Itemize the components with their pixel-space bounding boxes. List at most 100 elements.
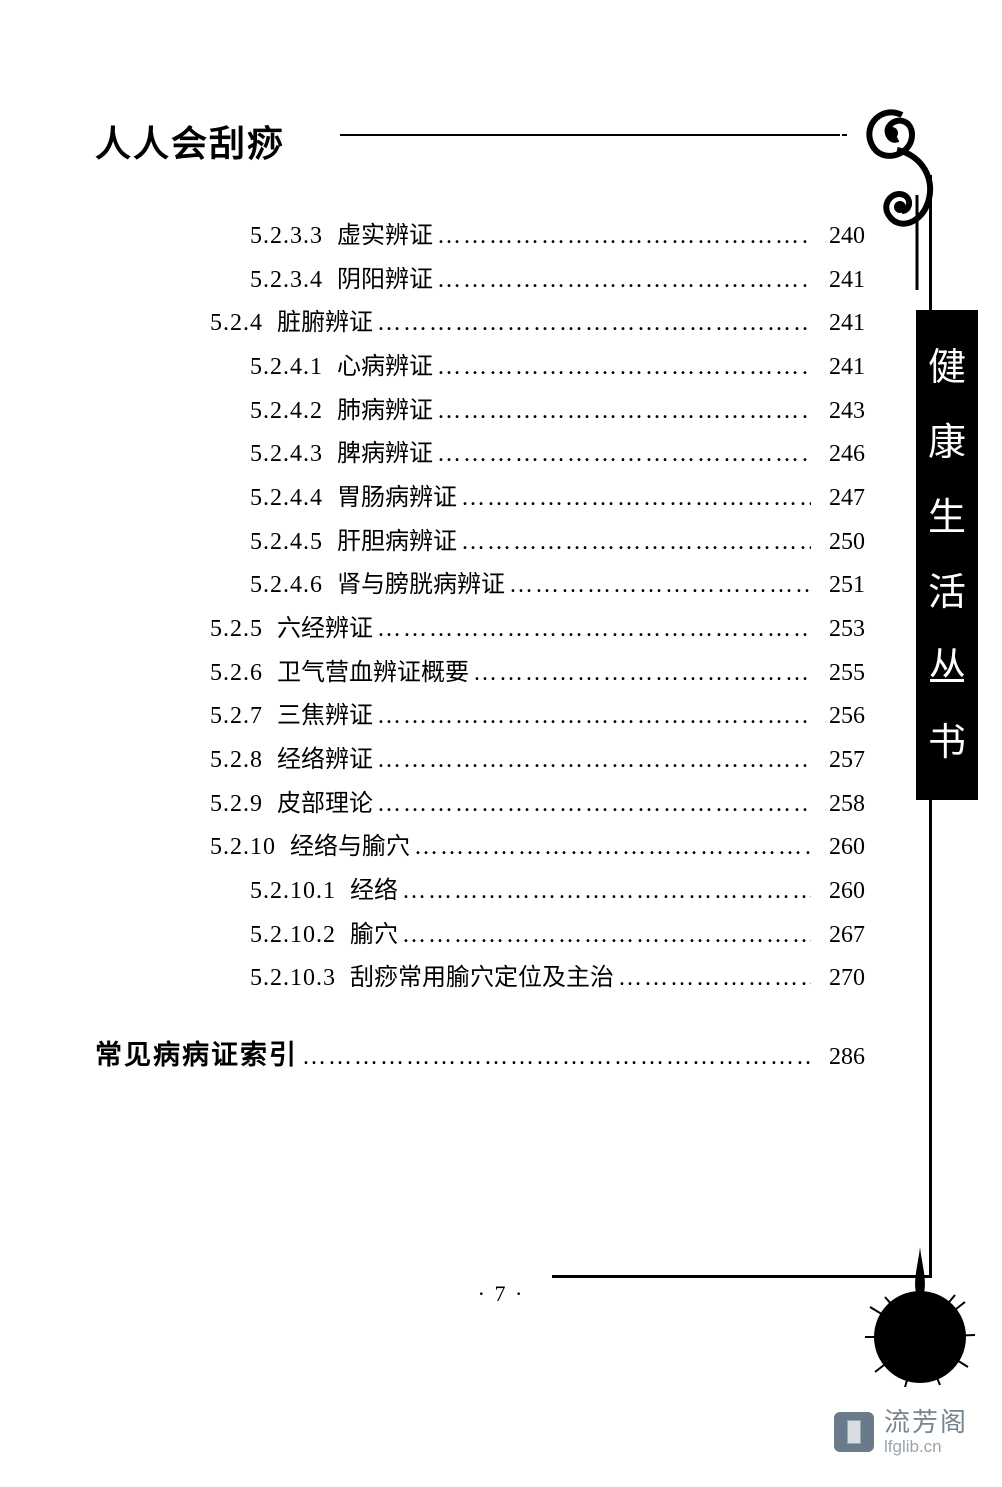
- toc-page: 250: [819, 521, 865, 565]
- toc-page: 246: [819, 433, 865, 477]
- toc-label: 肝胆病辨证: [337, 521, 457, 565]
- toc-page: 256: [819, 695, 865, 739]
- toc-label: 经络辨证: [277, 739, 373, 783]
- toc-entry: 5.2.7三焦辨证……………………………………………………………………………………: [95, 695, 865, 739]
- toc-leader: ……………………………………………………………………………………………………………: [302, 1036, 811, 1080]
- toc-entry: 5.2.9 皮部理论……………………………………………………………………………………: [95, 783, 865, 827]
- toc-number: 5.2.4.4: [250, 477, 323, 521]
- toc-entry: 5.2.4.5肝胆病辨证……………………………………………………………………………: [95, 521, 865, 565]
- watermark: 流芳阁 lfglib.cn: [834, 1408, 968, 1457]
- toc-label: 卫气营血辨证概要: [277, 652, 469, 696]
- watermark-name: 流芳阁: [884, 1408, 968, 1438]
- toc-entry: 常见病病证索引…………………………………………………………………………………………: [95, 1031, 865, 1080]
- toc-label: 常见病病证索引: [95, 1031, 298, 1080]
- watermark-url: lfglib.cn: [884, 1437, 968, 1457]
- toc-page: 251: [819, 564, 865, 608]
- toc-label: 心病辨证: [337, 346, 433, 390]
- toc-page: 247: [819, 477, 865, 521]
- toc-entry: 5.2.3.4阴阳辨证………………………………………………………………………………: [95, 259, 865, 303]
- toc-entry: 5.2.4.6肾与膀胱病辨证………………………………………………………………………: [95, 564, 865, 608]
- toc-entry: 5.2.4.4 胃肠病辨证……………………………………………………………………………: [95, 477, 865, 521]
- toc-number: 5.2.4.2: [250, 390, 323, 434]
- toc-leader: ……………………………………………………………………………………………………………: [461, 477, 811, 521]
- toc-leader: ……………………………………………………………………………………………………………: [377, 608, 811, 652]
- toc-leader: ……………………………………………………………………………………………………………: [618, 957, 811, 1001]
- toc-number: 5.2.8: [210, 739, 263, 783]
- toc-leader: ……………………………………………………………………………………………………………: [437, 346, 811, 390]
- toc-label: 皮部理论: [277, 783, 373, 827]
- banner-char: 丛: [928, 649, 966, 687]
- toc-entry: 5.2.4.2 肺病辨证………………………………………………………………………………: [95, 390, 865, 434]
- toc-entry: 5.2.4.1 心病辨证………………………………………………………………………………: [95, 346, 865, 390]
- toc-page: 286: [819, 1036, 865, 1080]
- toc-label: 三焦辨证: [277, 695, 373, 739]
- toc-entry: 5.2.4.3 脾病辨证………………………………………………………………………………: [95, 433, 865, 477]
- banner-char: 康: [928, 424, 966, 462]
- page-container: 人人会刮痧 健 康 生 活 丛 书 5.2.3.3虚实辨证………………………………: [0, 0, 1002, 1487]
- toc-number: 5.2.4: [210, 302, 263, 346]
- toc-leader: ……………………………………………………………………………………………………………: [437, 390, 811, 434]
- toc-label: 腧穴: [350, 914, 398, 958]
- toc-entry: 5.2.8经络辨证……………………………………………………………………………………: [95, 739, 865, 783]
- toc-number: 5.2.10.1: [250, 870, 336, 914]
- toc-entry: 5.2.10 经络与腧穴………………………………………………………………………………: [95, 826, 865, 870]
- toc-page: 253: [819, 608, 865, 652]
- toc-number: 5.2.4.5: [250, 521, 323, 565]
- table-of-contents: 5.2.3.3虚实辨证………………………………………………………………………………: [95, 215, 865, 1080]
- toc-number: 5.2.3.4: [250, 259, 323, 303]
- toc-leader: ……………………………………………………………………………………………………………: [414, 826, 811, 870]
- toc-number: 5.2.9: [210, 783, 263, 827]
- toc-number: 5.2.10: [210, 826, 276, 870]
- toc-page: 257: [819, 739, 865, 783]
- toc-leader: ……………………………………………………………………………………………………………: [437, 259, 811, 303]
- series-title-banner: 健 康 生 活 丛 书: [916, 310, 978, 800]
- toc-number: 5.2.5: [210, 608, 263, 652]
- book-title: 人人会刮痧: [95, 115, 285, 167]
- toc-page: 255: [819, 652, 865, 696]
- toc-number: 5.2.10.2: [250, 914, 336, 958]
- toc-label: 刮痧常用腧穴定位及主治: [350, 957, 614, 1001]
- toc-number: 5.2.4.1: [250, 346, 323, 390]
- toc-label: 胃肠病辨证: [337, 477, 457, 521]
- toc-number: 5.2.4.3: [250, 433, 323, 477]
- toc-label: 脏腑辨证: [277, 302, 373, 346]
- toc-leader: ……………………………………………………………………………………………………………: [437, 433, 811, 477]
- header-rule: [340, 134, 840, 136]
- toc-page: 270: [819, 957, 865, 1001]
- bottom-flourish-icon: [850, 1247, 990, 1387]
- toc-leader: ……………………………………………………………………………………………………………: [402, 870, 811, 914]
- toc-label: 经络与腧穴: [290, 826, 410, 870]
- toc-leader: ……………………………………………………………………………………………………………: [473, 652, 811, 696]
- toc-entry: 5.2.3.3 虚实辨证………………………………………………………………………………: [95, 215, 865, 259]
- toc-leader: ……………………………………………………………………………………………………………: [377, 302, 811, 346]
- toc-page: 260: [819, 826, 865, 870]
- toc-number: 5.2.6: [210, 652, 263, 696]
- toc-number: 5.2.7: [210, 695, 263, 739]
- banner-char: 健: [928, 349, 966, 387]
- toc-leader: ……………………………………………………………………………………………………………: [437, 215, 811, 259]
- toc-page: 267: [819, 914, 865, 958]
- toc-entry: 5.2.5 六经辨证……………………………………………………………………………………: [95, 608, 865, 652]
- toc-label: 六经辨证: [277, 608, 373, 652]
- toc-label: 经络: [350, 870, 398, 914]
- toc-page: 240: [819, 215, 865, 259]
- banner-char: 书: [928, 724, 966, 762]
- toc-number: 5.2.10.3: [250, 957, 336, 1001]
- toc-number: 5.2.3.3: [250, 215, 323, 259]
- toc-page: 241: [819, 259, 865, 303]
- toc-label: 虚实辨证: [337, 215, 433, 259]
- toc-entry: 5.2.10.2 腧穴…………………………………………………………………………………: [95, 914, 865, 958]
- toc-page: 243: [819, 390, 865, 434]
- watermark-text: 流芳阁 lfglib.cn: [884, 1408, 968, 1457]
- toc-page: 260: [819, 870, 865, 914]
- toc-page: 241: [819, 302, 865, 346]
- toc-entry: 5.2.4 脏腑辨证……………………………………………………………………………………: [95, 302, 865, 346]
- banner-char: 活: [928, 574, 966, 612]
- toc-label: 肺病辨证: [337, 390, 433, 434]
- toc-leader: ……………………………………………………………………………………………………………: [377, 783, 811, 827]
- toc-leader: ……………………………………………………………………………………………………………: [402, 914, 811, 958]
- toc-label: 肾与膀胱病辨证: [337, 564, 505, 608]
- banner-char: 生: [928, 499, 966, 537]
- toc-page: 258: [819, 783, 865, 827]
- toc-label: 脾病辨证: [337, 433, 433, 477]
